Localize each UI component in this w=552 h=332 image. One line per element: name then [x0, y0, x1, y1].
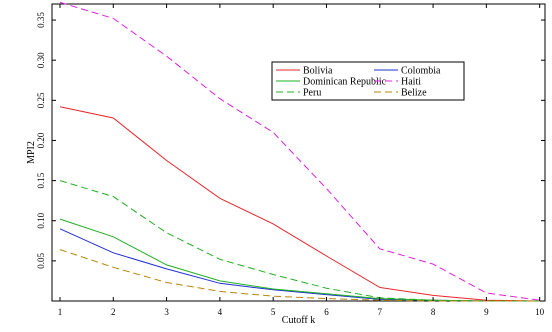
- axes-layer: 1 2 3 4 5 6 7 8 9 10 0.05 0.10 0.15 0.20 0.25 0.30 0.35: [36, 4, 545, 317]
- series-line-haiti: [59, 1, 540, 301]
- y-axis-title: MPI2: [26, 141, 37, 164]
- x-tick-label: 5: [271, 307, 276, 317]
- plot-area: [51, 3, 546, 302]
- x-tick-label: 7: [378, 307, 383, 317]
- x-tick-label: 10: [535, 307, 545, 317]
- x-tick-label: 2: [111, 307, 116, 317]
- legend-label: Peru: [303, 88, 321, 99]
- series-line-peru: [59, 180, 540, 302]
- x-tick-label: 4: [218, 307, 223, 317]
- x-tick-label: 6: [324, 307, 329, 317]
- legend-label: Haiti: [401, 77, 421, 88]
- y-tick-label: 0.20: [36, 132, 46, 148]
- legend-label: Dominican Republic: [303, 77, 387, 88]
- legend-label: Colombia: [401, 66, 441, 77]
- x-tick-label: 9: [484, 307, 489, 317]
- series-line-bolivia: [59, 106, 540, 302]
- x-axis-title: Cutoff k: [282, 315, 315, 326]
- series-layer: [59, 1, 540, 302]
- x-tick-label: 3: [164, 307, 169, 317]
- x-tick-label: 1: [58, 307, 63, 317]
- y-tick-label: 0.05: [36, 252, 46, 268]
- y-tick-label: 0.35: [36, 12, 46, 28]
- y-tick-label: 0.25: [36, 92, 46, 108]
- legend-box: [271, 61, 465, 101]
- series-line-belize: [59, 249, 540, 302]
- y-tick-label: 0.10: [36, 212, 46, 228]
- y-tick-label: 0.15: [36, 172, 46, 188]
- series-line-dominican-republic: [59, 218, 540, 302]
- legend: Bolivia Colombia Dominican Republic Haiti Pe…: [271, 61, 465, 101]
- x-tick-label: 8: [431, 307, 436, 317]
- plot-frame: [51, 3, 546, 302]
- legend-label: Bolivia: [303, 66, 333, 77]
- y-tick-label: 0.30: [36, 52, 46, 68]
- legend-label: Belize: [401, 88, 427, 99]
